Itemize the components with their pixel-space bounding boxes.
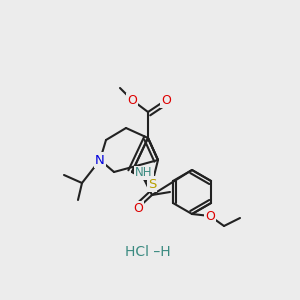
Text: O: O <box>133 202 143 214</box>
Text: O: O <box>127 94 137 106</box>
Text: O: O <box>161 94 171 106</box>
Text: O: O <box>205 209 215 223</box>
Text: N: N <box>95 154 105 166</box>
Text: NH: NH <box>135 167 153 179</box>
Text: HCl –H: HCl –H <box>125 245 171 259</box>
Text: S: S <box>148 178 156 190</box>
